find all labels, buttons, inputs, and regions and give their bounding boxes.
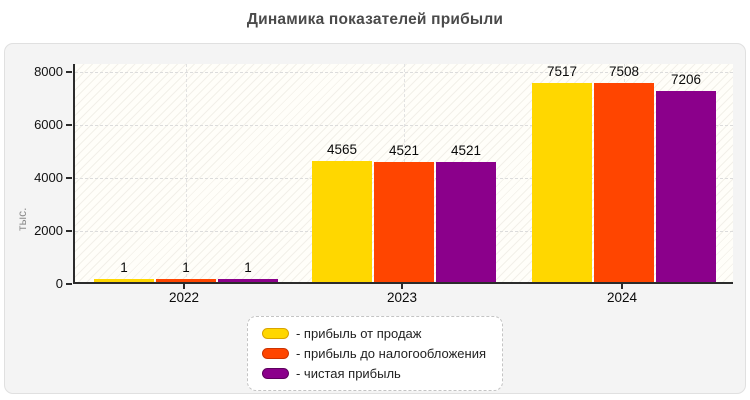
bar-value-label: 1	[244, 260, 252, 275]
v-gridline	[186, 64, 187, 282]
bar-2024-series-1: 7508	[594, 64, 654, 282]
legend-item-1: - прибыль до налогообложения	[261, 346, 487, 361]
bar-value-label: 1	[182, 260, 190, 275]
bar-2023-series-2: 4521	[436, 143, 496, 282]
y-tick-mark	[66, 71, 72, 73]
chart-title: Динамика показателей прибыли	[246, 11, 504, 28]
y-tick-label: 8000	[34, 64, 63, 79]
bar-group-2023: 4565 4521 4521	[312, 142, 496, 282]
y-tick-mark	[66, 177, 72, 179]
legend-label: - прибыль до налогообложения	[295, 346, 487, 361]
plot-area: 1 1 1 4565 4521 4521 7517 7508 7206	[73, 64, 733, 284]
x-tick-mark	[621, 284, 623, 289]
bar-2024-series-0: 7517	[532, 64, 592, 282]
bar-2022-series-1: 1	[156, 260, 216, 282]
legend: - прибыль от продаж - прибыль до налогооб…	[246, 316, 504, 391]
bar-2024-series-2: 7206	[656, 72, 716, 282]
bar-value-label: 7508	[608, 64, 640, 80]
bar-value-label: 7517	[546, 63, 578, 79]
bar-2022-series-2: 1	[218, 260, 278, 282]
y-tick-mark	[66, 283, 72, 285]
y-tick-label: 6000	[34, 117, 63, 132]
legend-swatch-icon	[261, 368, 289, 379]
legend-label: - прибыль от продаж	[295, 326, 422, 341]
bar-group-2022: 1 1 1	[94, 260, 278, 282]
x-category-label-2022: 2022	[168, 290, 200, 305]
y-tick-mark	[66, 230, 72, 232]
legend-swatch-icon	[261, 348, 289, 359]
bar-2023-series-1: 4521	[374, 143, 434, 282]
bar-2022-series-0: 1	[94, 260, 154, 282]
bar-value-label: 1	[120, 260, 128, 275]
x-category-label-2024: 2024	[606, 290, 638, 305]
y-tick-mark	[66, 124, 72, 126]
bar-value-label: 4521	[450, 143, 482, 159]
bar-value-label: 4565	[326, 142, 358, 158]
y-tick-label: 0	[55, 276, 63, 291]
bar-value-label: 4521	[388, 143, 420, 159]
y-tick-label: 2000	[34, 223, 63, 238]
legend-item-0: - прибыль от продаж	[261, 326, 486, 341]
legend-swatch-icon	[261, 328, 289, 339]
x-category-label-2023: 2023	[386, 290, 418, 305]
legend-item-2: - чистая прибыль	[261, 366, 486, 381]
bar-value-label: 7206	[670, 72, 702, 88]
x-tick-mark	[183, 284, 185, 289]
bar-group-2024: 7517 7508 7206	[532, 64, 716, 282]
y-tick-label: 4000	[34, 170, 63, 185]
y-axis-title: тыс.	[15, 207, 29, 231]
bar-2023-series-0: 4565	[312, 142, 372, 282]
legend-label: - чистая прибыль	[295, 366, 401, 381]
chart-panel: тыс. 1 1 1 4565 4521 4521 7517 7508 7206 0 2000 40…	[4, 43, 746, 394]
x-tick-mark	[401, 284, 403, 289]
